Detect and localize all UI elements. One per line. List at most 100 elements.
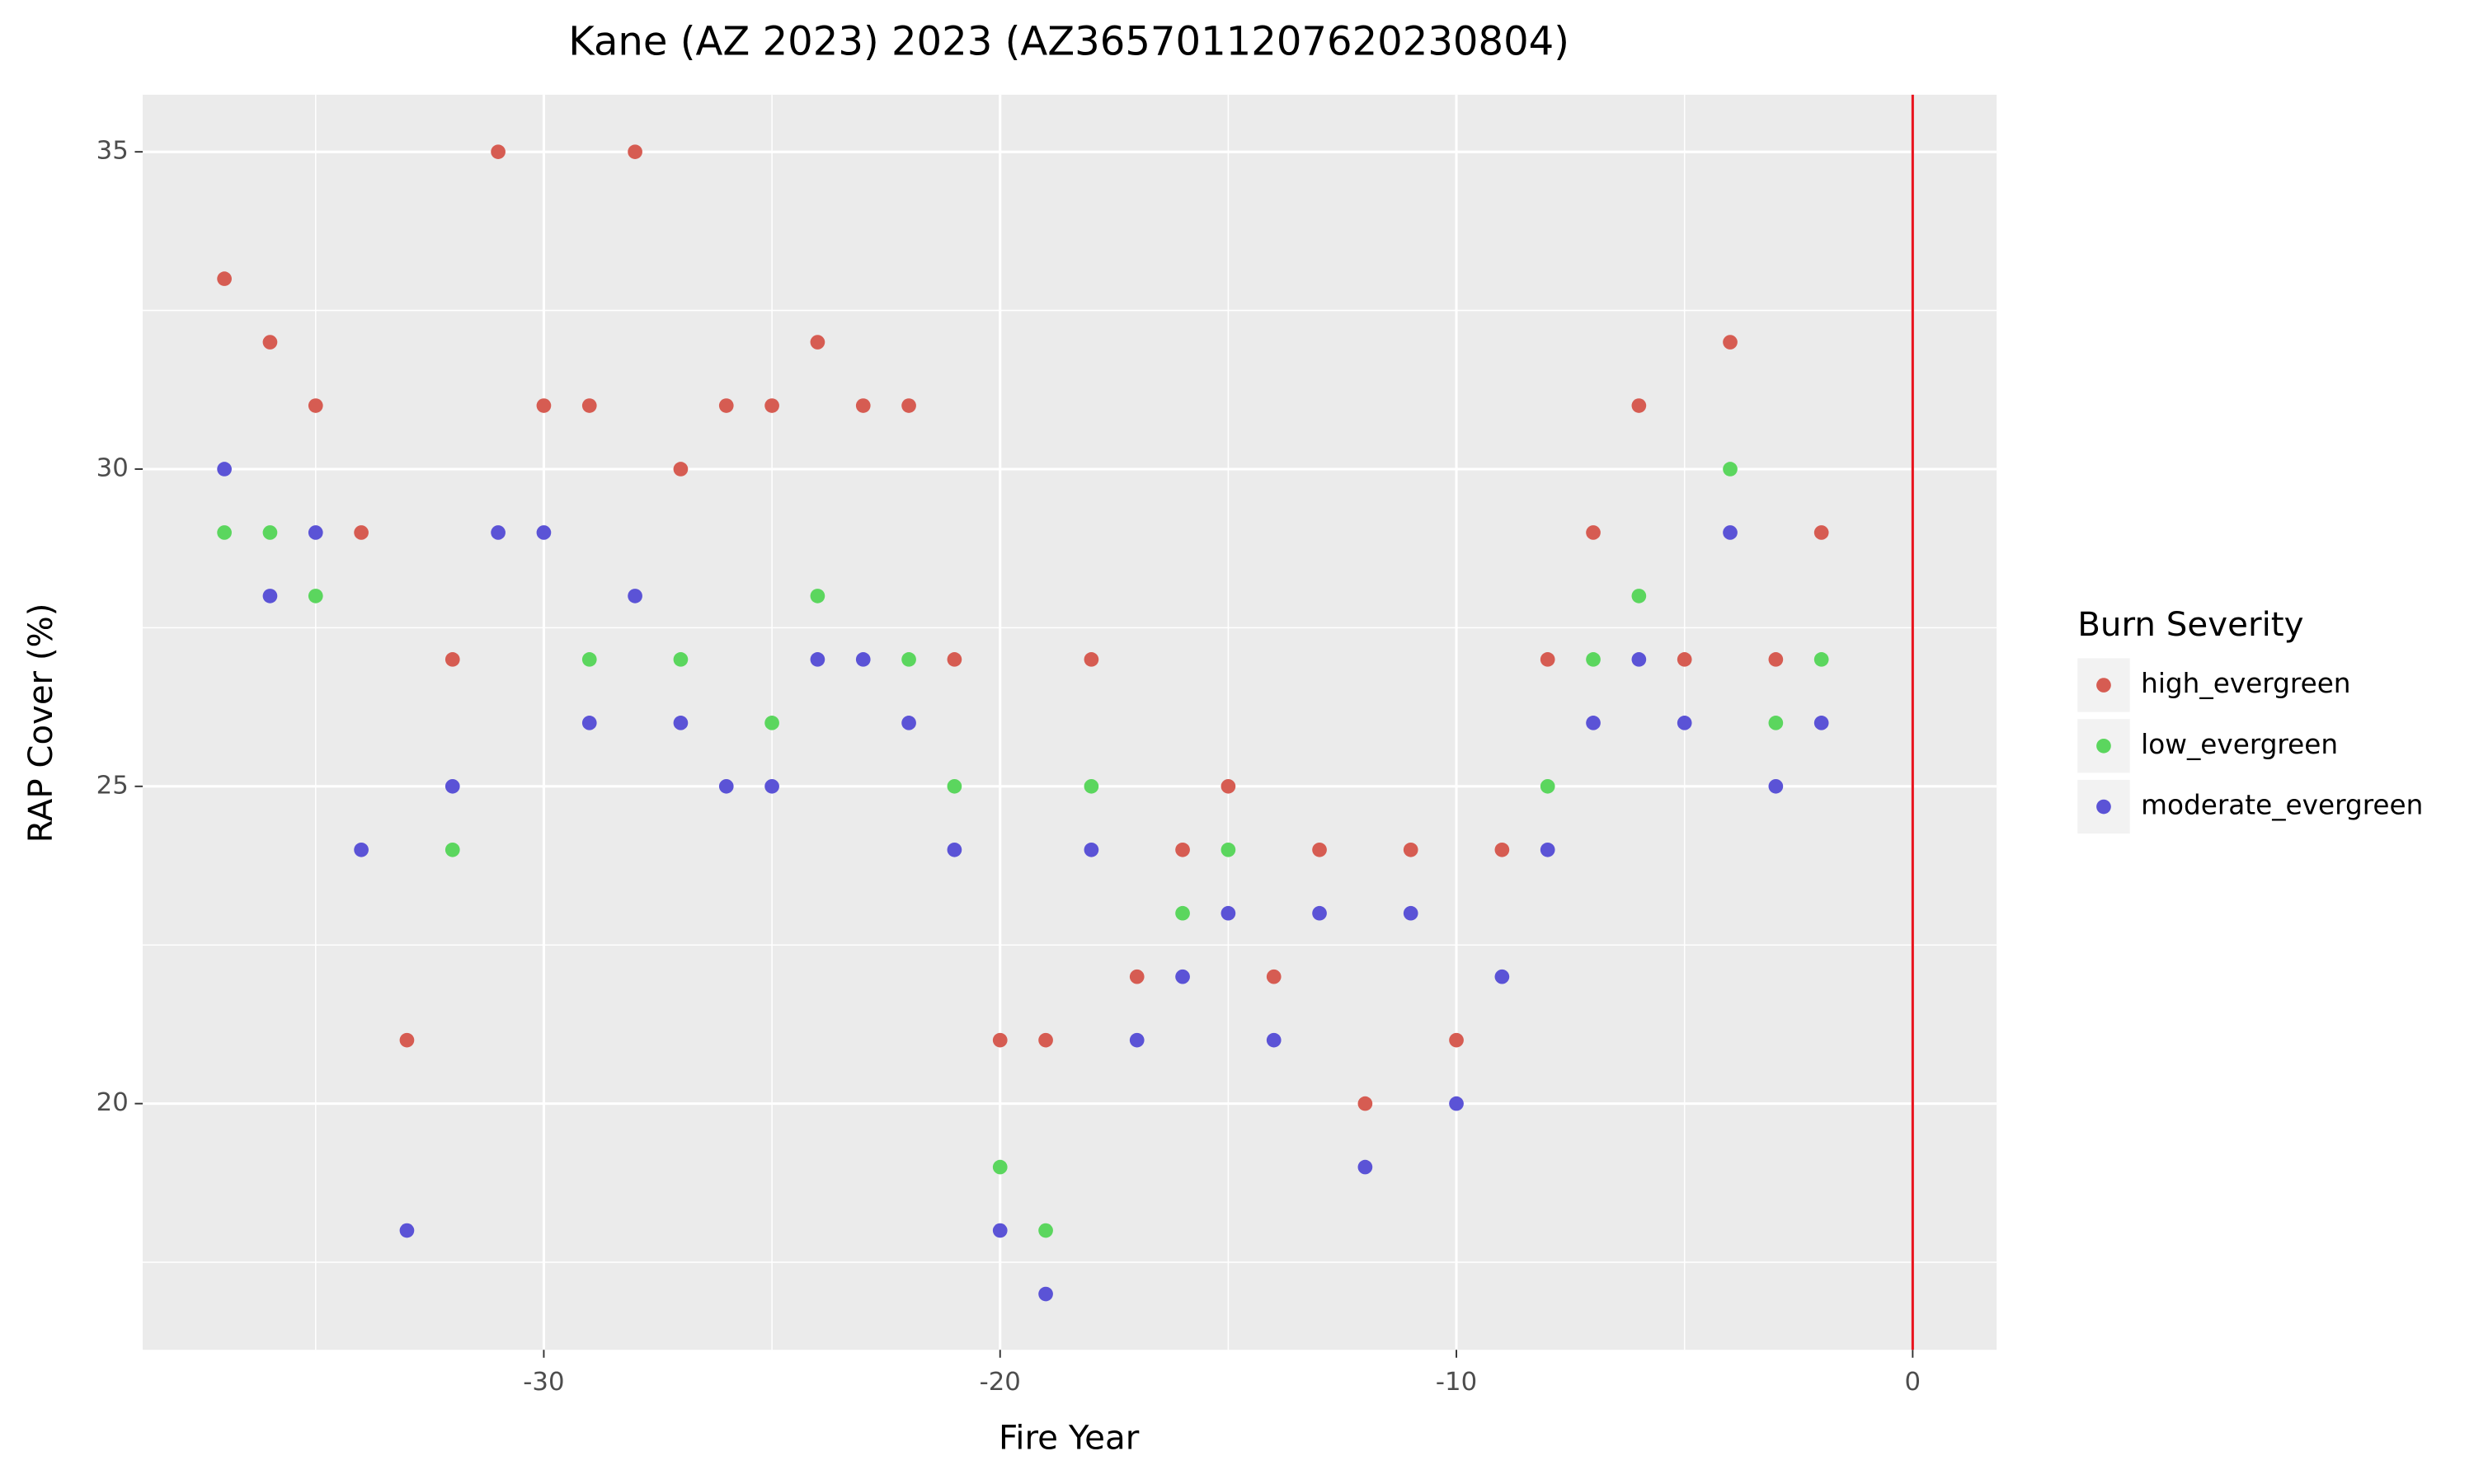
point [491, 144, 506, 159]
point [1768, 716, 1784, 730]
point [1586, 525, 1601, 540]
point [217, 525, 232, 540]
point [764, 398, 779, 413]
point [444, 652, 460, 667]
x-tick-label: 0 [1905, 1368, 1921, 1397]
y-axis-label: RAP Cover (%) [21, 603, 60, 843]
point [262, 335, 278, 350]
point [1175, 842, 1190, 857]
point [581, 716, 597, 730]
chart-title: Kane (AZ 2023) 2023 (AZ36570112076202308… [568, 19, 1569, 65]
point [1540, 842, 1555, 857]
legend-label: low_evergreen [2141, 729, 2338, 760]
point [1723, 525, 1738, 540]
point [1403, 842, 1418, 857]
point [1768, 778, 1784, 794]
point [1813, 525, 1829, 540]
x-tick-label: -20 [980, 1368, 1021, 1397]
point [1084, 778, 1099, 794]
point [308, 589, 323, 603]
point [718, 398, 734, 413]
legend-marker [2096, 738, 2111, 754]
point [1221, 778, 1236, 794]
point [308, 398, 323, 413]
point [1677, 652, 1692, 667]
legend-label: moderate_evergreen [2141, 790, 2423, 821]
point [1038, 1032, 1053, 1048]
panel [143, 94, 1997, 1350]
point [1449, 1032, 1464, 1048]
legend: high_evergreen low_evergreen moderate_ever… [2077, 658, 2423, 834]
point [1631, 398, 1647, 413]
point [581, 652, 597, 667]
point [1449, 1096, 1464, 1111]
points [217, 144, 1829, 1302]
legend-marker [2096, 799, 2111, 815]
point [1494, 842, 1510, 857]
point [764, 778, 779, 794]
point [1403, 905, 1418, 921]
point [992, 1159, 1008, 1175]
point [1813, 652, 1829, 667]
point [673, 652, 689, 667]
point [536, 398, 552, 413]
legend-label: high_evergreen [2141, 668, 2350, 699]
point [992, 1032, 1008, 1048]
point [810, 335, 825, 350]
point [1540, 778, 1555, 794]
point [855, 398, 871, 413]
point [947, 652, 962, 667]
point [1586, 716, 1601, 730]
point [1129, 1032, 1145, 1048]
point [628, 144, 642, 159]
point [399, 1032, 415, 1048]
point [673, 716, 689, 730]
point [354, 842, 369, 857]
point [628, 589, 642, 603]
point [1266, 969, 1282, 984]
point [1631, 652, 1647, 667]
point [581, 398, 597, 413]
point [1038, 1286, 1053, 1302]
point [1312, 842, 1327, 857]
point [1221, 842, 1236, 857]
point [947, 842, 962, 857]
y-tick-label: 20 [96, 1088, 129, 1117]
point [1175, 969, 1190, 984]
point [855, 652, 871, 667]
x-tick-label: -30 [523, 1368, 564, 1397]
point [1312, 905, 1327, 921]
point [536, 525, 552, 540]
point [1266, 1032, 1282, 1048]
point [673, 462, 689, 477]
y-tick-label: 25 [96, 771, 129, 800]
point [1038, 1223, 1053, 1238]
point [901, 398, 916, 413]
point [1813, 716, 1829, 730]
point [1723, 335, 1738, 350]
point [947, 778, 962, 794]
point [1084, 842, 1099, 857]
point [1129, 969, 1145, 984]
point [718, 778, 734, 794]
y-tick-label: 35 [96, 137, 129, 166]
x-tick-label: -10 [1436, 1368, 1477, 1397]
point [764, 716, 779, 730]
point [1357, 1159, 1373, 1175]
point [1631, 589, 1647, 603]
point [992, 1223, 1008, 1238]
point [1677, 716, 1692, 730]
point [901, 652, 916, 667]
point [1357, 1096, 1373, 1111]
point [1494, 969, 1510, 984]
point [354, 525, 369, 540]
point [1723, 462, 1738, 477]
legend-title: Burn Severity [2077, 605, 2303, 644]
point [810, 652, 825, 667]
point [1540, 652, 1555, 667]
legend-marker [2096, 678, 2111, 693]
point [262, 525, 278, 540]
point [901, 716, 916, 730]
